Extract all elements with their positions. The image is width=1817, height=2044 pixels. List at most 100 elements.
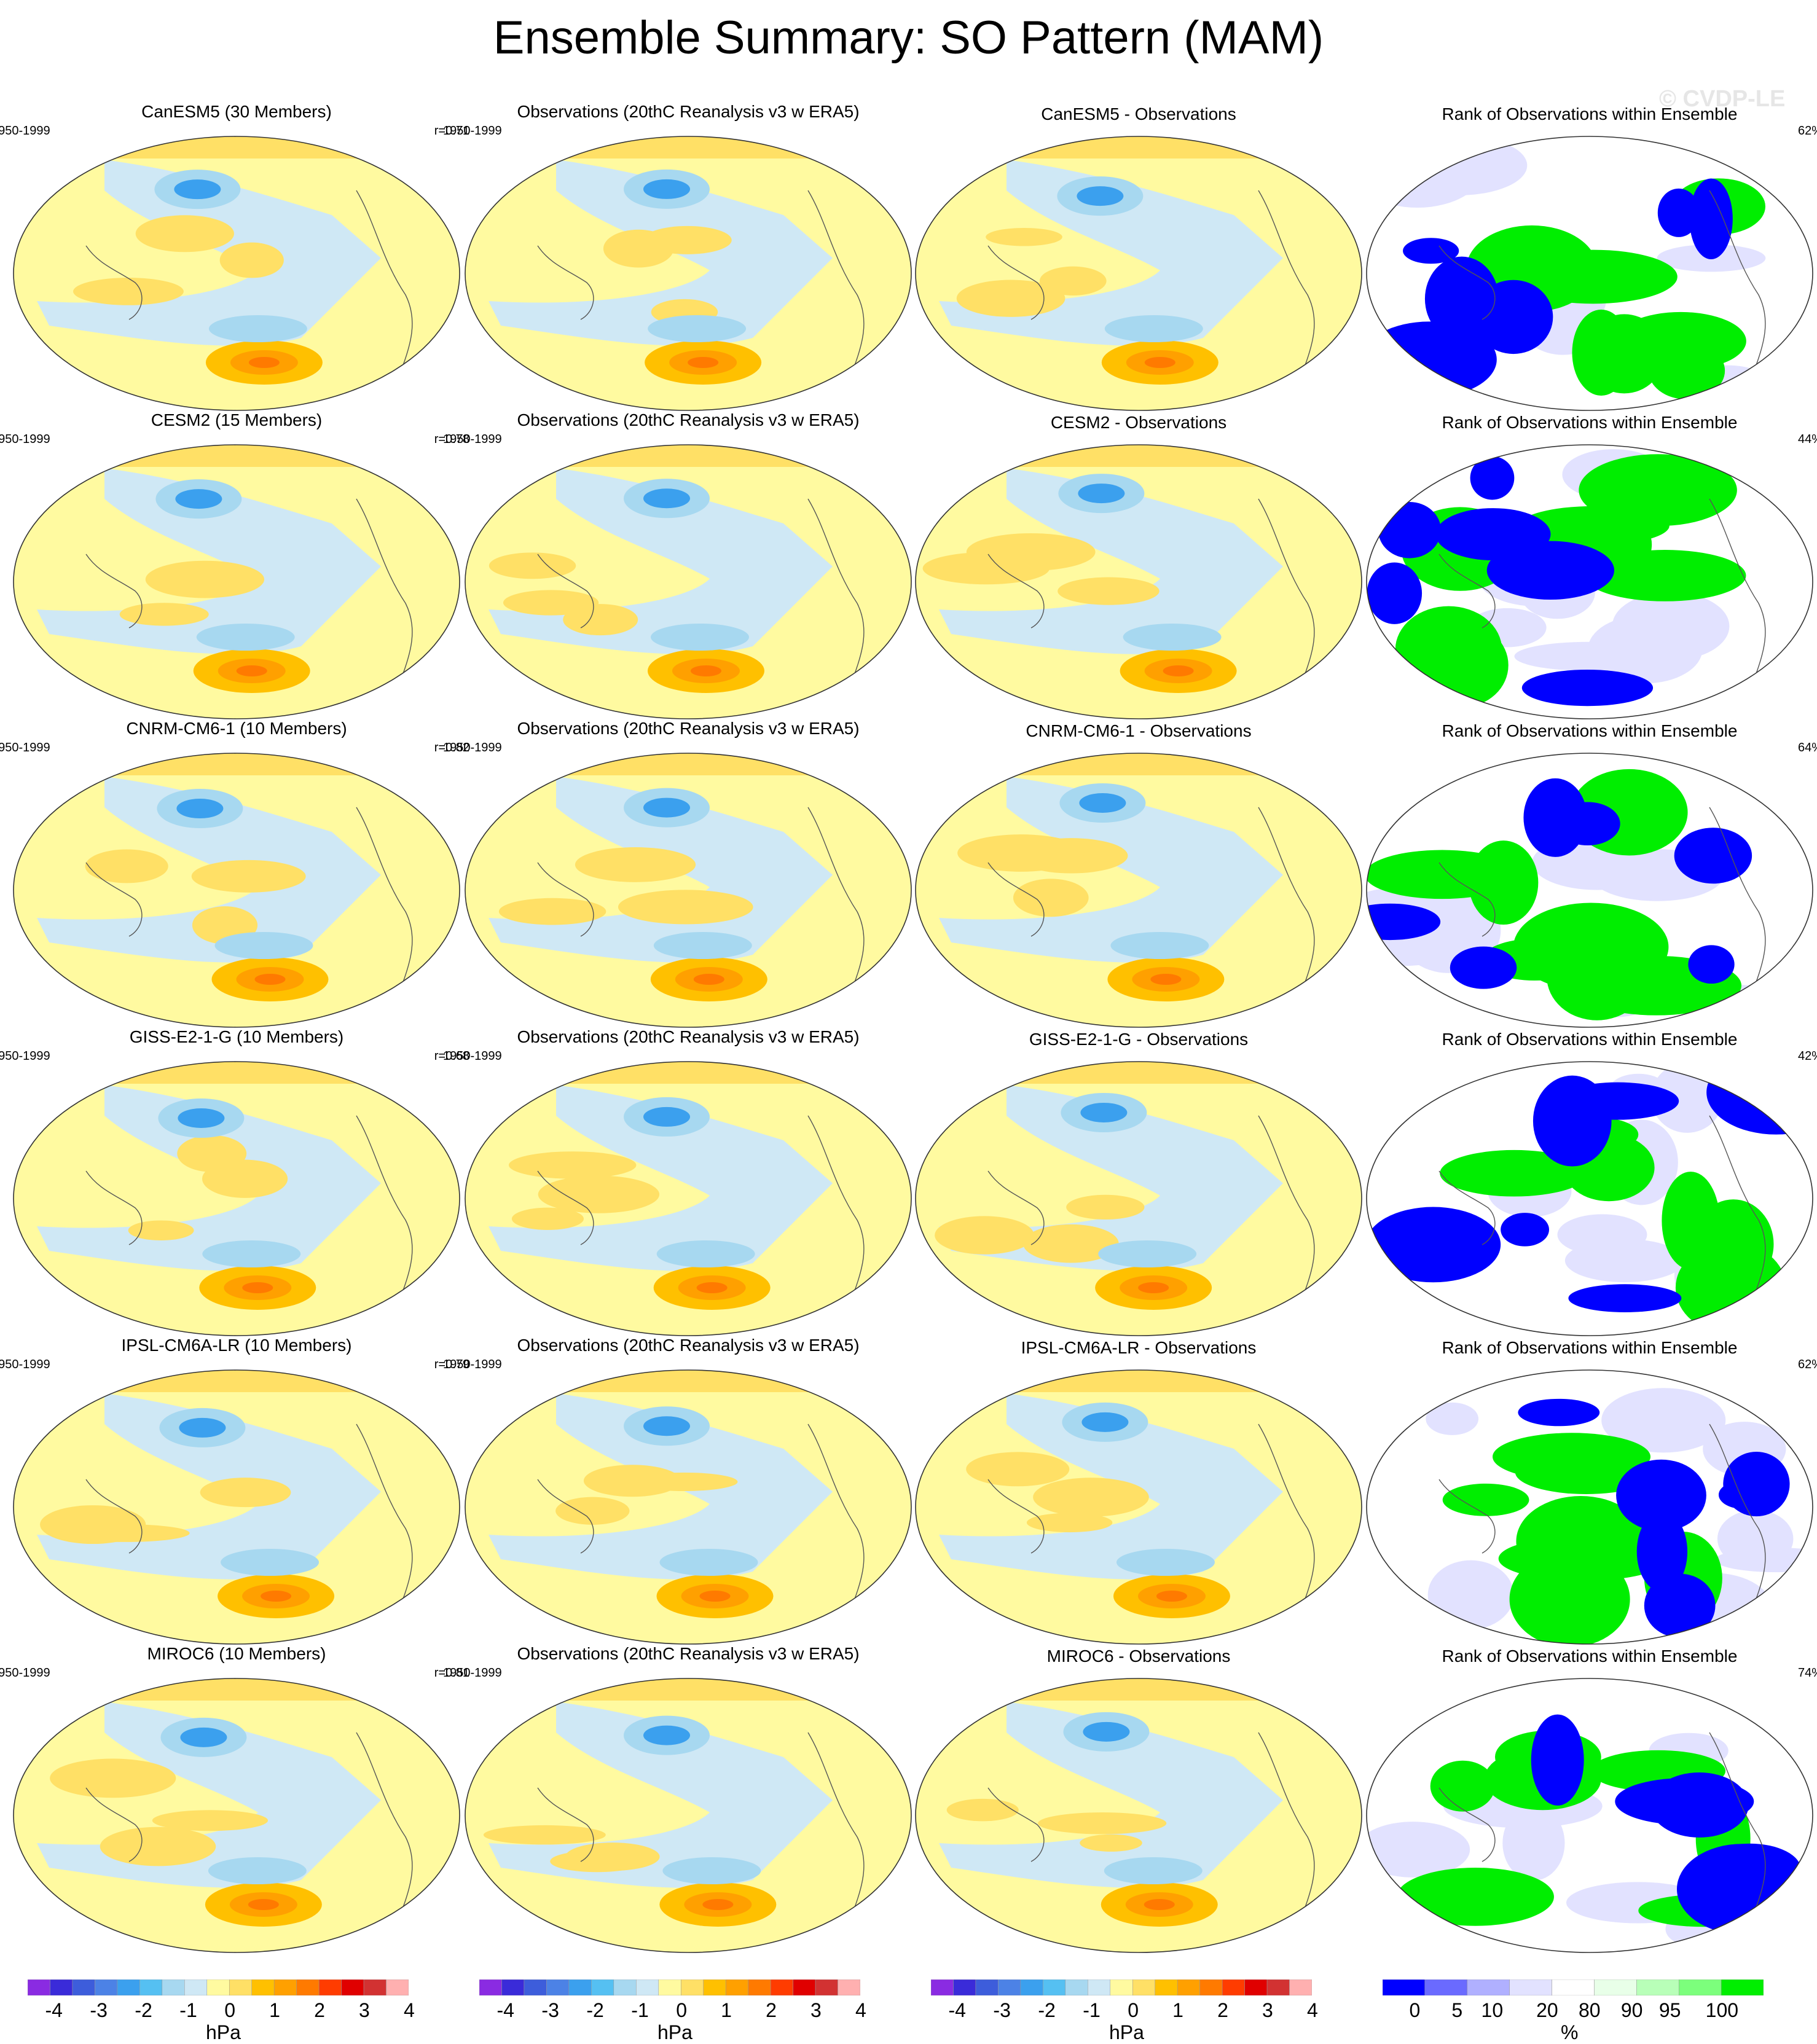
field-contour-negative [643, 488, 690, 509]
field-contour-positive [575, 847, 696, 882]
coastline [1258, 807, 1315, 992]
diff-panel: GISS-E2-1-G - Observations [914, 1030, 1363, 1337]
coastline [356, 1115, 413, 1301]
field-contour-negative [208, 315, 307, 342]
field-contour-positive [688, 357, 719, 368]
field-contour-negative [176, 799, 224, 819]
rank-region-high [1513, 903, 1669, 992]
colorbar-tick-label: 80 [1579, 1999, 1601, 2021]
field-contour-positive [85, 849, 168, 883]
field-contour-positive [100, 1827, 216, 1866]
rank-region-low [1450, 946, 1517, 989]
colorbar-tick-label: 4 [855, 1999, 866, 2021]
field-contour-positive [1144, 357, 1175, 368]
map-outline [915, 1678, 1362, 1953]
colorbar-tick-label: 5 [1451, 1999, 1463, 2021]
coastline [987, 554, 1045, 628]
colorbar-swatch [206, 1979, 230, 1996]
field-contour-positive [957, 834, 1085, 872]
rank-region-low [1568, 1284, 1682, 1312]
obs-map [465, 753, 912, 1028]
rank-region-pale [1426, 1402, 1479, 1435]
colorbar-tick-label: -1 [1083, 1999, 1101, 2021]
pattern-correlation: r=0.81 [434, 1666, 469, 1680]
field-contour-negative [1104, 1857, 1203, 1884]
rank-region-low [1531, 1714, 1584, 1806]
field-contour-negative [1104, 315, 1203, 342]
coastline [356, 1423, 413, 1609]
coastline [1709, 1423, 1766, 1609]
model-map [13, 1678, 460, 1953]
coastline [85, 862, 143, 937]
model-map [13, 136, 460, 411]
rank-map [1366, 1061, 1813, 1336]
field-contour-negative [643, 1416, 690, 1436]
map-outline [13, 1061, 460, 1336]
colorbar-tick-label: 1 [721, 1999, 732, 2021]
rank-panel: Rank of Observations within Ensemble 64% [1365, 721, 1817, 1028]
map-outline [1366, 1369, 1813, 1645]
colorbar-swatch [680, 1979, 704, 1996]
rank-region-high [1440, 1149, 1588, 1197]
colorbar-swatch [975, 1979, 999, 1996]
colorbar-swatch [1721, 1979, 1764, 1996]
coastline [1438, 862, 1496, 937]
field-contour-negative [196, 624, 295, 651]
period-label: 1950-1999 [0, 124, 50, 138]
rank-panel: Rank of Observations within Ensemble 62% [1365, 104, 1817, 412]
colorbar-swatch [793, 1979, 816, 1996]
field-contour-positive [465, 1678, 911, 1701]
map-outline [13, 444, 460, 719]
field-contour-positive [14, 136, 460, 159]
colorbar-swatch [636, 1979, 659, 1996]
field-contour-positive [152, 1810, 269, 1831]
map-outline [1366, 753, 1813, 1028]
colorbar-swatch [50, 1979, 73, 1996]
map-outline [1366, 1678, 1813, 1953]
field-contour-positive [922, 552, 1050, 585]
colorbar-swatch [591, 1979, 614, 1996]
field-contour-positive [465, 445, 911, 467]
coastline [987, 1479, 1045, 1554]
field-contour-negative [489, 1393, 833, 1580]
field-contour-negative [202, 1240, 301, 1267]
panel-title: CanESM5 - Observations [1041, 104, 1236, 123]
rank-region-high [1395, 606, 1502, 694]
obs-panel: Observations (20thC Reanalysis v3 w ERA5… [443, 102, 912, 412]
coastline [85, 1787, 143, 1862]
rank-panel: Rank of Observations within Ensemble 62% [1365, 1338, 1817, 1645]
colorbar-tick-label: 4 [404, 1999, 415, 2021]
coastline [1438, 1479, 1496, 1554]
field-contour-positive [1033, 1478, 1149, 1517]
obs-panel: Observations (20thC Reanalysis v3 w ERA5… [443, 1027, 912, 1337]
rank-region-low [1674, 828, 1752, 884]
field-contour-negative [174, 179, 221, 200]
map-outline [13, 1369, 460, 1645]
hpa-colorbar: -4 -3 -2 -1 0 1 2 3 4 hPa [27, 1979, 415, 2043]
coastline [1709, 807, 1766, 992]
field-contour-negative [1083, 1721, 1130, 1742]
rank-map [1366, 136, 1813, 411]
field-contour-positive [135, 215, 234, 253]
panel-title: Observations (20thC Reanalysis v3 w ERA5… [517, 1644, 860, 1663]
field-contour-positive [1066, 1194, 1145, 1220]
colorbar-swatch [1177, 1979, 1200, 1996]
colorbar-tick-label: -3 [541, 1999, 559, 2021]
rank-region-low [1367, 1207, 1501, 1283]
map-outline [13, 753, 460, 1028]
map-outline [465, 1678, 912, 1953]
coastline [1258, 190, 1315, 375]
period-label: 1950-1999 [0, 741, 50, 754]
diff-map [915, 136, 1362, 411]
diff-map [915, 1061, 1362, 1336]
rank-region-low [1556, 1082, 1679, 1120]
panel-title: Observations (20thC Reanalysis v3 w ERA5… [517, 102, 860, 121]
rank-region-low [1616, 1459, 1706, 1532]
coastline [356, 807, 413, 992]
diff-map [915, 444, 1362, 719]
period-label: 1950-1999 [0, 1358, 50, 1371]
field-contour-positive [254, 974, 286, 985]
field-contour-negative [489, 777, 833, 963]
field-contour-positive [702, 1899, 734, 1910]
rank-map [1366, 444, 1813, 719]
